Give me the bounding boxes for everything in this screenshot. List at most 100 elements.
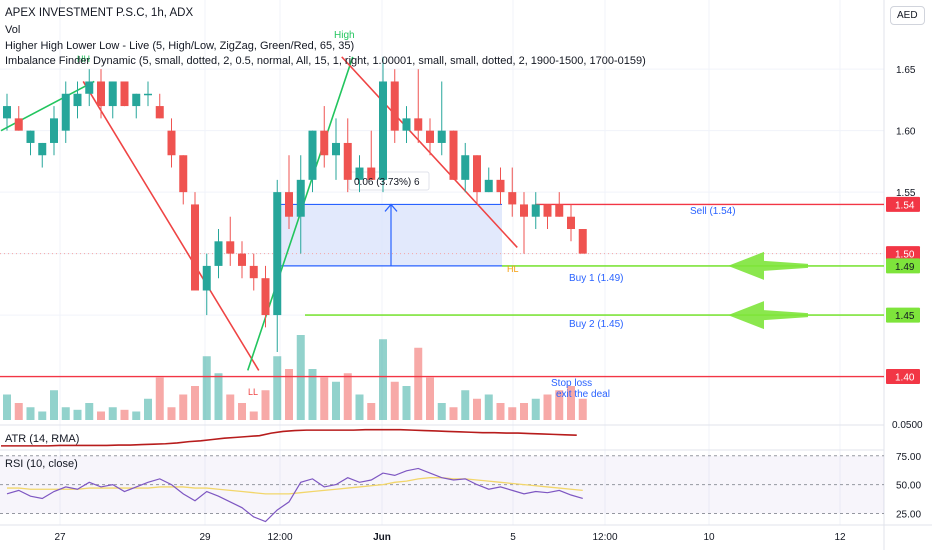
symbol-title[interactable]: APEX INVESTMENT P.S.C, 1h, ADX [5,7,194,19]
measure-label: 0.06 (3.73%) 6 [354,177,420,188]
rsi-line [6,467,583,523]
candle-body [473,155,481,193]
rsi-tick-label: 25.00 [896,509,921,520]
volume-bar [167,407,176,420]
rsi-tick-label: 50.00 [896,481,921,492]
indicator-legend-imbalance[interactable]: Imbalance Finder Dynamic (5, small, dott… [5,55,646,67]
candle-body [273,192,282,316]
volume-bar [273,356,282,420]
price-tag-label: 1.40 [895,373,915,384]
volume-bar [332,381,340,420]
annotations: 0.06 (3.73%) 6 High HH LL HL Sell (1.54) Buy 1… [77,30,736,400]
candle-body [414,118,423,131]
time-tick-label: 5 [510,532,516,543]
volume-bar [520,403,528,420]
volume-bar [567,386,575,420]
volume-bar [296,335,305,420]
candle-body [578,229,587,254]
price-tick-label: 1.55 [896,188,916,199]
buy1-label: Buy 1 (1.49) [569,273,623,284]
candle-body [496,179,505,193]
candle-body [108,81,117,107]
candle-body [202,265,211,291]
candle-body [567,216,575,230]
volume-bar [390,381,399,420]
candles [3,56,587,352]
volume-bar [426,377,434,420]
sell-label: Sell (1.54) [690,206,736,217]
indicator-legend-hhll[interactable]: Higher High Lower Low - Live (5, High/Lo… [5,40,355,52]
measure-box [280,171,502,267]
candle-body [97,81,105,107]
time-axis: 27 29 12:00 Jun 5 12:00 10 12 [54,532,846,543]
volume-bar [26,407,35,420]
price-tag [886,246,920,262]
price-tick-label: 1.65 [896,65,916,76]
hh-label: HH [77,54,90,64]
candle-body [50,118,58,143]
price-tag-label: 1.54 [895,200,915,211]
rsi-band [0,455,884,514]
volume-bar [285,369,293,420]
exit-deal-label: exit the deal [556,389,610,400]
candle-body [308,130,317,180]
candle-body [437,130,446,143]
price-tag [886,307,920,323]
volume-bar [449,407,458,420]
candle-body [73,93,82,107]
candle-body [355,167,364,180]
volume-bar [473,398,481,420]
candle-body [285,192,293,217]
price-tag-label: 1.45 [895,311,915,322]
buy1-arrow-icon [728,251,808,280]
atr-legend[interactable]: ATR (14, RMA) [5,433,80,445]
volume-bar [484,394,493,420]
volume-bar [61,407,70,420]
volume-bar [14,403,23,420]
volume-bar [85,403,94,420]
candle-body [543,204,552,217]
ll-label: LL [248,387,258,397]
volume-bar [508,407,517,420]
volume-bar [343,373,352,420]
volume-bar [50,390,58,420]
candle-body [320,130,329,156]
volume-tick-label: 0.0500 [892,420,923,431]
volume-bar [202,356,211,420]
rsi-tick-label: 75.00 [896,452,921,463]
volume-bar [367,403,376,420]
candle-body [508,192,517,205]
volume-bar [414,347,423,420]
volume-bar [379,339,387,420]
price-tag [886,369,920,385]
volume-bar [144,398,152,420]
candle-body [144,93,152,96]
time-tick-label: 27 [54,532,66,543]
candle-body [14,118,23,131]
volume-bar [355,394,364,420]
candle-body [238,253,246,266]
volume-bar [238,403,246,420]
zigzag-segment [82,81,260,371]
candle-body [520,204,528,217]
candle-body [167,130,176,156]
buy2-arrow-icon [728,301,808,330]
volume-bar [108,407,117,420]
candle-body [343,142,352,180]
currency-button[interactable]: AED [890,6,925,25]
rsi-legend[interactable]: RSI (10, close) [5,458,78,470]
price-tag [886,196,920,212]
vol-legend[interactable]: Vol [5,24,21,36]
candle-body [85,81,94,94]
atr-line [1,428,577,447]
candle-body [449,130,458,180]
indicator-panes [0,428,884,523]
candle-body [379,81,387,180]
volume-bar [437,403,446,420]
volume-bar [97,411,105,420]
buy2-label: Buy 2 (1.45) [569,319,623,330]
volume-bar [73,409,82,420]
volume-bar [38,411,47,420]
